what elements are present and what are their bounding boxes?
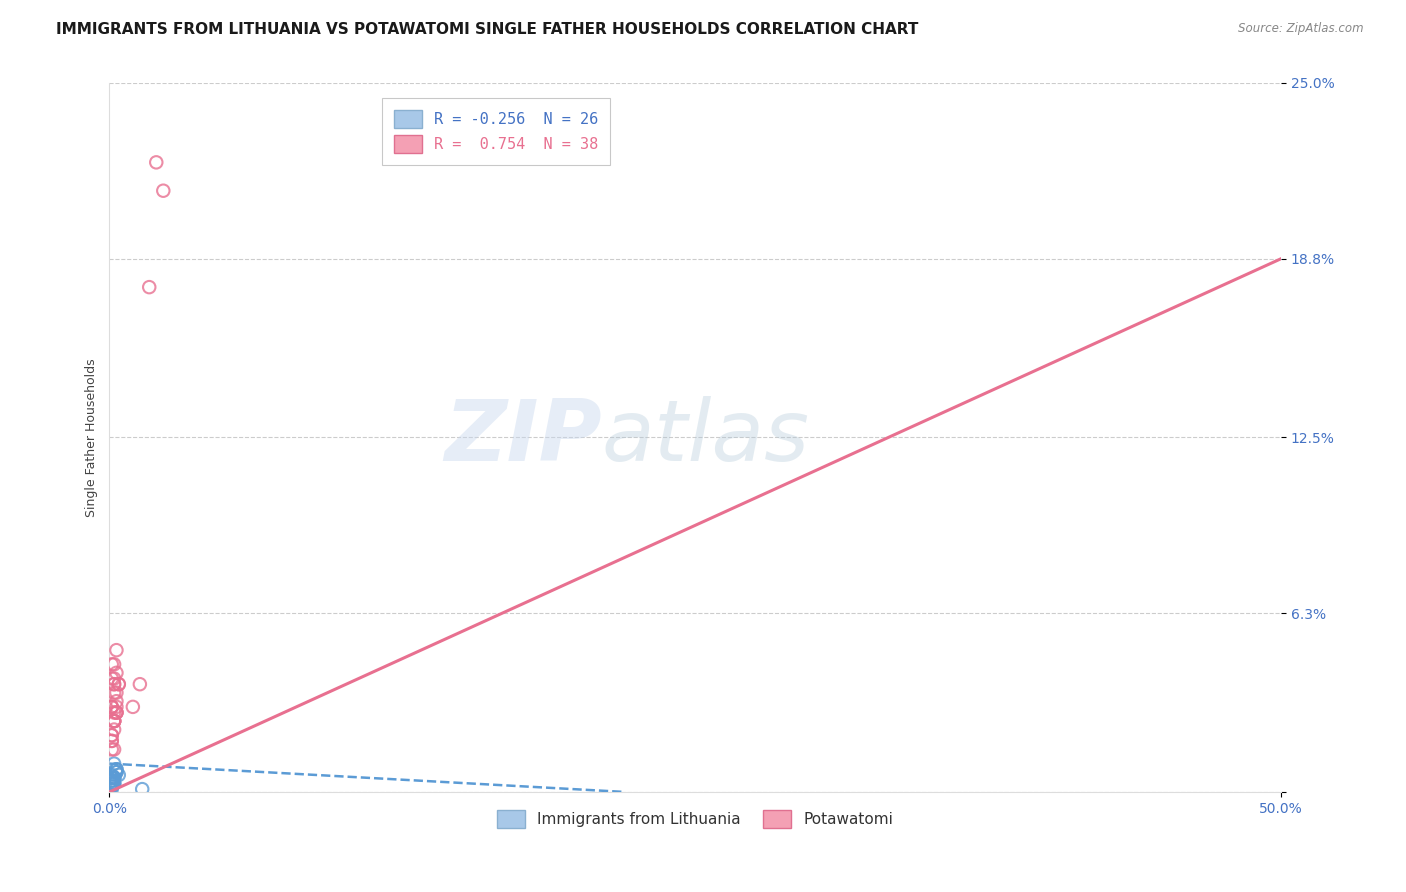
- Point: [103, 677, 125, 691]
- Point: [103, 771, 125, 785]
- Point: [103, 771, 125, 785]
- Point: [103, 776, 125, 790]
- Point: [100, 699, 122, 714]
- Point: [100, 773, 122, 788]
- Point: [103, 677, 125, 691]
- Point: [103, 714, 125, 728]
- Point: [105, 765, 128, 780]
- Point: [100, 768, 122, 782]
- Point: [103, 714, 125, 728]
- Text: IMMIGRANTS FROM LITHUANIA VS POTAWATOMI SINGLE FATHER HOUSEHOLDS CORRELATION CHA: IMMIGRANTS FROM LITHUANIA VS POTAWATOMI …: [56, 22, 918, 37]
- Point: [105, 686, 128, 700]
- Point: [103, 771, 125, 785]
- Point: [100, 728, 122, 742]
- Point: [105, 694, 128, 708]
- Point: [105, 706, 128, 720]
- Point: [100, 779, 122, 793]
- Point: [105, 665, 128, 680]
- Text: ZIP: ZIP: [444, 396, 602, 479]
- Point: [100, 672, 122, 686]
- Point: [105, 762, 128, 776]
- Point: [103, 771, 125, 785]
- Point: [138, 280, 160, 294]
- Point: [100, 734, 122, 748]
- Point: [103, 773, 125, 788]
- Point: [105, 699, 128, 714]
- Point: [100, 776, 122, 790]
- Point: [100, 699, 122, 714]
- Point: [103, 706, 125, 720]
- Point: [128, 677, 150, 691]
- Point: [103, 714, 125, 728]
- Legend: Immigrants from Lithuania, Potawatomi: Immigrants from Lithuania, Potawatomi: [491, 804, 900, 834]
- Text: atlas: atlas: [602, 396, 810, 479]
- Point: [103, 723, 125, 737]
- Point: [103, 686, 125, 700]
- Point: [131, 782, 153, 797]
- Point: [103, 771, 125, 785]
- Point: [103, 756, 125, 771]
- Point: [103, 714, 125, 728]
- Point: [152, 184, 174, 198]
- Point: [100, 776, 122, 790]
- Point: [103, 672, 125, 686]
- Point: [100, 699, 122, 714]
- Y-axis label: Single Father Households: Single Father Households: [86, 358, 98, 516]
- Point: [105, 762, 128, 776]
- Text: Source: ZipAtlas.com: Source: ZipAtlas.com: [1239, 22, 1364, 36]
- Point: [103, 776, 125, 790]
- Point: [105, 765, 128, 780]
- Point: [103, 742, 125, 756]
- Point: [107, 677, 129, 691]
- Point: [100, 782, 122, 797]
- Point: [105, 706, 128, 720]
- Point: [100, 771, 122, 785]
- Point: [103, 657, 125, 672]
- Point: [100, 734, 122, 748]
- Point: [100, 773, 122, 788]
- Point: [105, 706, 128, 720]
- Point: [105, 643, 128, 657]
- Point: [145, 155, 167, 169]
- Point: [100, 779, 122, 793]
- Point: [107, 768, 129, 782]
- Point: [100, 728, 122, 742]
- Point: [103, 714, 125, 728]
- Point: [103, 776, 125, 790]
- Point: [100, 742, 122, 756]
- Point: [100, 771, 122, 785]
- Point: [107, 677, 129, 691]
- Point: [100, 657, 122, 672]
- Point: [121, 699, 143, 714]
